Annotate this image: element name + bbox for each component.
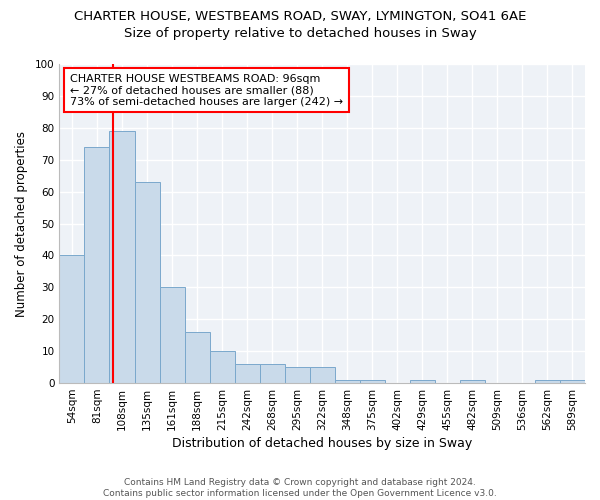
Text: CHARTER HOUSE, WESTBEAMS ROAD, SWAY, LYMINGTON, SO41 6AE: CHARTER HOUSE, WESTBEAMS ROAD, SWAY, LYM… — [74, 10, 526, 23]
Bar — [360, 380, 385, 383]
Bar — [535, 380, 560, 383]
Bar — [284, 367, 310, 383]
Bar — [410, 380, 435, 383]
X-axis label: Distribution of detached houses by size in Sway: Distribution of detached houses by size … — [172, 437, 472, 450]
Bar — [160, 288, 185, 383]
Bar — [134, 182, 160, 383]
Bar — [260, 364, 284, 383]
Bar — [59, 256, 85, 383]
Bar — [310, 367, 335, 383]
Bar — [85, 147, 109, 383]
Bar — [460, 380, 485, 383]
Bar — [185, 332, 209, 383]
Text: CHARTER HOUSE WESTBEAMS ROAD: 96sqm
← 27% of detached houses are smaller (88)
73: CHARTER HOUSE WESTBEAMS ROAD: 96sqm ← 27… — [70, 74, 343, 107]
Text: Contains HM Land Registry data © Crown copyright and database right 2024.
Contai: Contains HM Land Registry data © Crown c… — [103, 478, 497, 498]
Y-axis label: Number of detached properties: Number of detached properties — [15, 130, 28, 316]
Bar — [235, 364, 260, 383]
Bar — [209, 351, 235, 383]
Bar — [335, 380, 360, 383]
Text: Size of property relative to detached houses in Sway: Size of property relative to detached ho… — [124, 28, 476, 40]
Bar — [109, 131, 134, 383]
Bar — [560, 380, 585, 383]
